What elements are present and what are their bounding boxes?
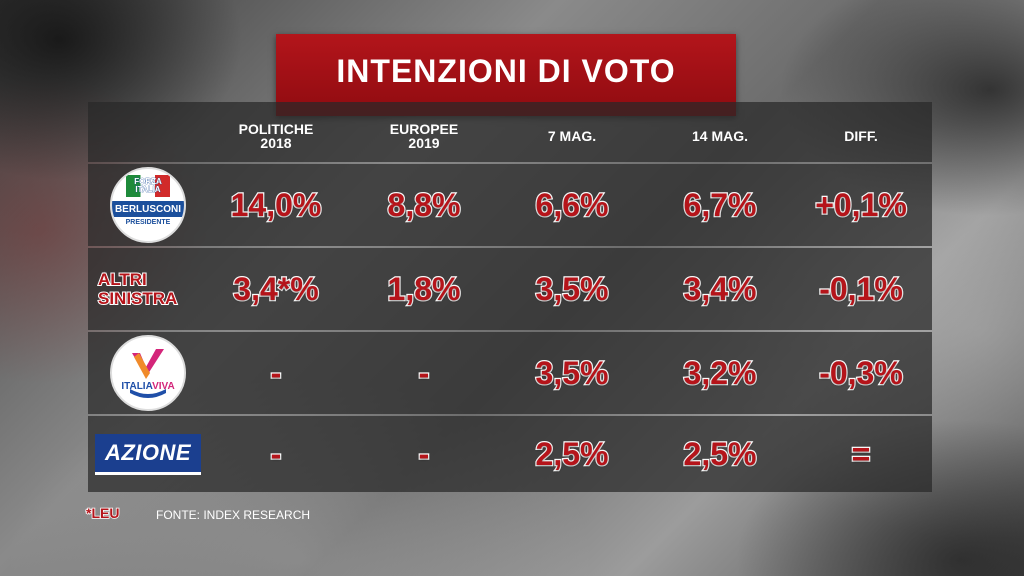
party-label-line: SINISTRA bbox=[97, 288, 178, 309]
value-cell: 3,5% bbox=[534, 269, 609, 308]
italia-viva-mark bbox=[130, 349, 166, 398]
party-cell: ITALIAVIVA bbox=[88, 332, 208, 414]
value-cell: 3,4% bbox=[682, 269, 757, 308]
header-row: POLITICHE 2018 EUROPEE 2019 7 MAG. 14 MAG.… bbox=[88, 102, 932, 162]
diff-cell: -0,3% bbox=[818, 353, 904, 392]
header-label: EUROPEE bbox=[389, 121, 459, 137]
value-cell: 3,5% bbox=[534, 353, 609, 392]
value-cell: 3,4*% bbox=[232, 269, 320, 308]
diff-cell: +0,1% bbox=[814, 185, 908, 224]
logo-word: FORZA bbox=[134, 177, 162, 186]
header-7-mag: 7 MAG. bbox=[498, 102, 646, 166]
value-cell: 14,0% bbox=[229, 185, 322, 224]
header-sublabel: 2019 bbox=[408, 135, 440, 151]
logo-sub: PRESIDENTE bbox=[125, 219, 171, 226]
header-label: 7 MAG. bbox=[547, 128, 597, 144]
table-row: FORZA ITALIA BERLUSCONI PRESIDENTE 14,0%… bbox=[88, 164, 932, 246]
footnote: *LEU bbox=[85, 504, 120, 522]
value-cell: 3,2% bbox=[682, 353, 757, 392]
party-cell: ALTRI SINISTRA bbox=[88, 248, 208, 330]
logo-word: ITALIA bbox=[135, 185, 161, 194]
value-cell: 6,7% bbox=[682, 185, 757, 224]
poll-table: POLITICHE 2018 EUROPEE 2019 7 MAG. 14 MAG.… bbox=[88, 102, 932, 492]
value-cell: 2,5% bbox=[534, 434, 609, 473]
header-sublabel: 2018 bbox=[260, 135, 292, 151]
party-label-line: ALTRI bbox=[97, 269, 148, 290]
value-cell: - bbox=[417, 353, 430, 392]
header-diff: DIFF. bbox=[790, 102, 932, 166]
header-label: POLITICHE bbox=[238, 121, 314, 137]
value-cell: 6,6% bbox=[534, 185, 609, 224]
party-label: ALTRI SINISTRA bbox=[97, 269, 178, 309]
page-title: INTENZIONI DI VOTO bbox=[336, 52, 676, 89]
italia-viva-wordmark: ITALIAVIVA bbox=[112, 381, 184, 392]
forza-italia-flag: FORZA ITALIA bbox=[126, 175, 170, 197]
table-row: ALTRI SINISTRA 3,4*% 1,8% 3,5% 3,4% -0,1… bbox=[88, 248, 932, 330]
value-cell: 2,5% bbox=[682, 434, 757, 473]
table-row: ITALIAVIVA - - 3,5% 3,2% -0,3% bbox=[88, 332, 932, 414]
header-europee-2019: EUROPEE 2019 bbox=[350, 102, 498, 166]
logo-band: BERLUSCONI bbox=[112, 201, 184, 217]
party-cell: FORZA ITALIA BERLUSCONI PRESIDENTE bbox=[88, 164, 208, 246]
value-cell: - bbox=[269, 434, 282, 473]
header-politiche-2018: POLITICHE 2018 bbox=[202, 102, 350, 166]
azione-logo-icon: AZIONE bbox=[95, 433, 201, 475]
diff-cell: = bbox=[850, 434, 871, 473]
logo-word: AZIONE bbox=[104, 439, 192, 465]
forza-italia-logo-icon: FORZA ITALIA BERLUSCONI PRESIDENTE bbox=[110, 167, 186, 243]
logo-word: ITALIA bbox=[121, 381, 153, 392]
value-cell: 8,8% bbox=[386, 185, 461, 224]
header-14-mag: 14 MAG. bbox=[646, 102, 794, 166]
value-cell: 1,8% bbox=[386, 269, 461, 308]
diff-cell: -0,1% bbox=[818, 269, 904, 308]
value-cell: - bbox=[417, 434, 430, 473]
header-label: 14 MAG. bbox=[691, 128, 748, 144]
logo-word: VIVA bbox=[152, 381, 175, 392]
italia-viva-logo-icon: ITALIAVIVA bbox=[110, 335, 186, 411]
party-cell: AZIONE bbox=[88, 416, 208, 492]
header-label: DIFF. bbox=[844, 128, 878, 144]
table-row: AZIONE - - 2,5% 2,5% = bbox=[88, 416, 932, 492]
source-note: FONTE: INDEX RESEARCH bbox=[156, 508, 311, 522]
value-cell: - bbox=[269, 353, 282, 392]
